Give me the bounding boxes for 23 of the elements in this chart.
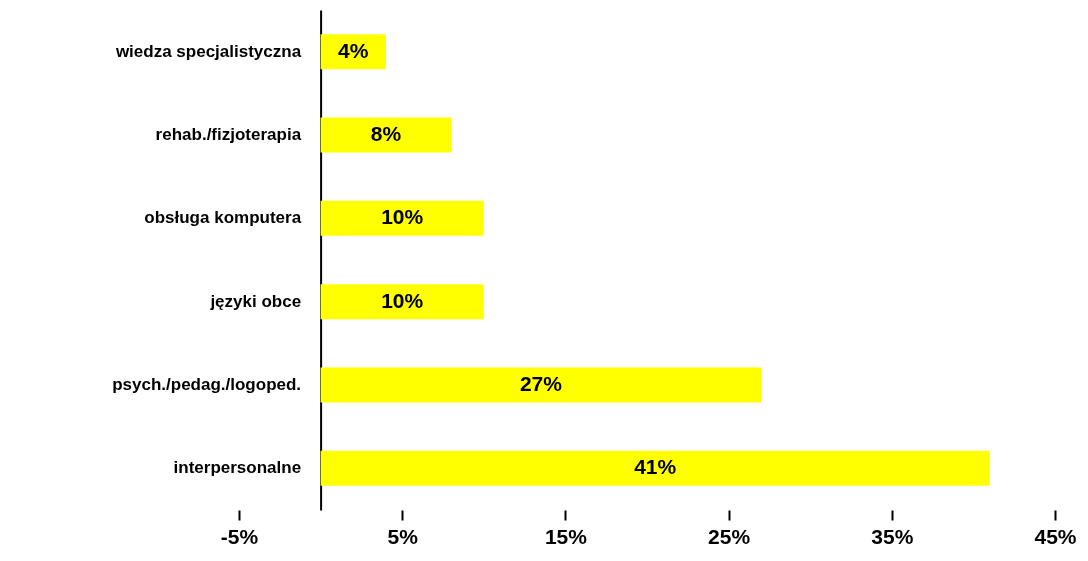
x-tick-label: 45%	[1034, 524, 1077, 548]
data-label: 4%	[338, 38, 369, 62]
data-label: 27%	[519, 372, 563, 395]
data-label: 8%	[370, 122, 402, 145]
x-tick-label: 5%	[387, 524, 419, 548]
data-label: 10%	[381, 205, 424, 229]
y-tick-label: rehab./fizjoterapia	[155, 125, 302, 144]
x-tick-label: -5%	[220, 524, 259, 548]
data-label: 10%	[381, 288, 424, 312]
data-label: 41%	[634, 455, 677, 479]
bar	[320, 450, 990, 486]
y-tick-label: wiedza specjalistyczna	[114, 41, 302, 61]
bar	[320, 284, 484, 320]
y-tick-label: psych./pedag./logoped.	[112, 375, 302, 394]
x-tick-label: 25%	[708, 524, 751, 548]
y-tick-label: interpersonalne	[173, 458, 302, 478]
bar	[320, 200, 484, 236]
x-tick-label: 15%	[544, 524, 588, 548]
bar	[320, 367, 762, 403]
x-tick-label: 35%	[871, 524, 914, 548]
bar	[320, 117, 452, 153]
y-tick-label: języki obce	[209, 291, 302, 311]
y-tick-label: obsługa komputera	[144, 208, 302, 228]
